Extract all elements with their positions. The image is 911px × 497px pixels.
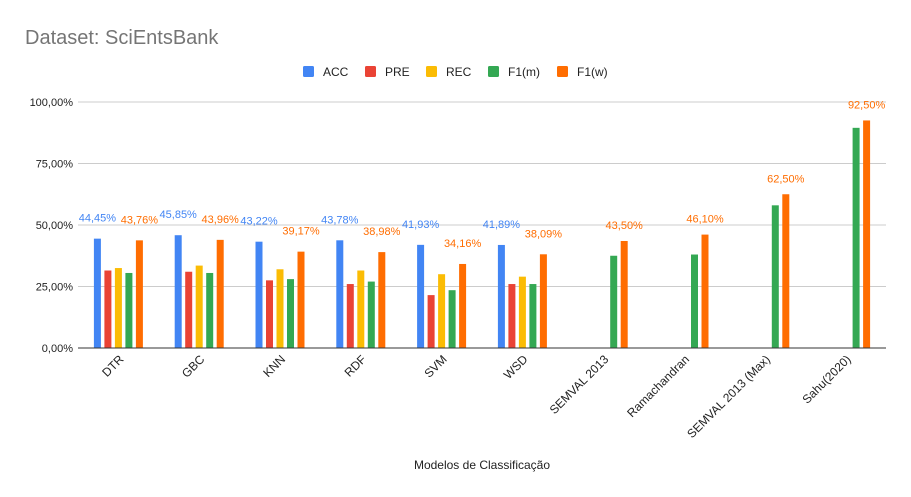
bar xyxy=(266,280,273,348)
bar xyxy=(104,270,112,348)
legend-label: F1(m) xyxy=(508,65,540,79)
bar xyxy=(185,271,193,348)
bar xyxy=(518,276,526,348)
bar xyxy=(276,269,284,348)
x-category-label: DTR xyxy=(99,352,127,380)
bar xyxy=(782,194,790,348)
bar xyxy=(297,251,305,348)
bar xyxy=(125,272,133,348)
data-label: 43,50% xyxy=(606,220,644,232)
bar xyxy=(114,268,122,348)
bar xyxy=(378,252,386,348)
data-label: 92,50% xyxy=(848,99,886,111)
bar xyxy=(287,279,294,348)
data-label: 45,85% xyxy=(160,209,198,221)
bar xyxy=(216,239,224,348)
data-label: 43,22% xyxy=(240,216,278,228)
y-tick-label: 100,00% xyxy=(30,97,74,109)
bar xyxy=(863,120,871,348)
bar xyxy=(417,244,425,348)
bar xyxy=(357,270,365,348)
bar xyxy=(174,235,182,348)
x-axis-title: Modelos de Classificação xyxy=(414,458,550,472)
y-tick-label: 25,00% xyxy=(36,282,74,294)
data-label: 46,10% xyxy=(686,214,724,226)
x-category-label: KNN xyxy=(260,352,288,380)
legend-label: ACC xyxy=(323,65,349,79)
legend-label: REC xyxy=(446,65,472,79)
x-category-label: Sahu(2020) xyxy=(799,352,853,406)
y-tick-label: 50,00% xyxy=(36,220,74,232)
data-labels: 44,45% 43,76% 45,85% 43,96% 43,22% 39,17%43,7… xyxy=(79,99,886,250)
bar xyxy=(427,295,435,348)
bar xyxy=(529,284,537,348)
bar xyxy=(610,255,618,348)
bar xyxy=(346,284,354,348)
x-category-label: WSD xyxy=(501,352,531,382)
bar xyxy=(367,281,375,348)
data-label: 44,45% xyxy=(79,213,117,225)
data-label: 41,93% xyxy=(402,219,440,231)
legend-swatch xyxy=(557,66,568,77)
x-category-label: SEMVAL 2013 xyxy=(547,352,612,417)
data-label: 38,98% xyxy=(363,226,401,238)
data-label: 38,09% xyxy=(525,228,563,240)
legend-swatch xyxy=(426,66,437,77)
bar xyxy=(438,274,446,348)
bar xyxy=(852,127,860,348)
x-category-label: SEMVAL 2013 (Max) xyxy=(684,352,773,441)
bar xyxy=(255,241,263,348)
data-label: 34,16% xyxy=(444,238,482,250)
y-axis-ticks: 0,00% 25,00% 50,00% 75,00% 100,00% xyxy=(30,97,74,355)
x-axis-categories: DTR GBC KNN RDF SVM WSD SEMVAL 2013 Ramachandra… xyxy=(99,352,854,441)
bar xyxy=(206,272,214,348)
bar xyxy=(508,284,516,348)
bar xyxy=(771,205,779,348)
bar xyxy=(195,265,203,348)
x-category-label: Ramachandran xyxy=(624,352,692,420)
bar xyxy=(497,244,505,348)
x-category-label: RDF xyxy=(342,352,369,379)
data-label: 43,96% xyxy=(202,214,240,226)
gridlines xyxy=(78,101,886,287)
legend-swatch xyxy=(365,66,376,77)
x-category-label: SVM xyxy=(421,352,449,380)
data-label: 39,17% xyxy=(282,226,320,238)
legend-swatch xyxy=(488,66,499,77)
bar xyxy=(93,238,101,348)
bar xyxy=(135,240,143,348)
legend-label: PRE xyxy=(385,65,410,79)
legend-swatch xyxy=(303,66,314,77)
bar xyxy=(448,290,456,348)
bars xyxy=(93,120,871,348)
data-label: 43,76% xyxy=(121,214,159,226)
y-tick-label: 75,00% xyxy=(36,159,74,171)
y-tick-label: 0,00% xyxy=(42,343,73,355)
chart-title: Dataset: SciEntsBank xyxy=(25,27,219,49)
bar xyxy=(620,240,628,348)
bar xyxy=(336,240,344,348)
bar xyxy=(539,254,547,348)
legend-label: F1(w) xyxy=(577,65,608,79)
data-label: 62,50% xyxy=(767,173,805,185)
bar xyxy=(701,234,709,348)
bar xyxy=(691,254,698,348)
legend: ACC PRE REC F1(m) F1(w) xyxy=(303,65,608,79)
bar xyxy=(459,263,467,348)
data-label: 43,78% xyxy=(321,214,359,226)
data-label: 41,89% xyxy=(483,219,521,231)
x-category-label: GBC xyxy=(179,352,208,381)
